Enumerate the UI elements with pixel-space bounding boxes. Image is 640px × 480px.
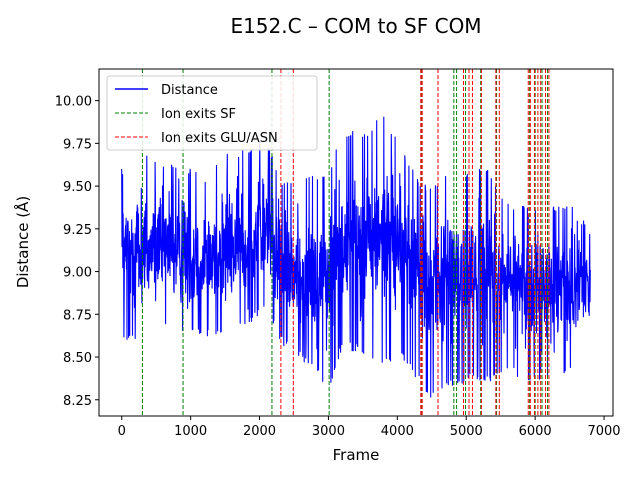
x-tick-label: 1000 bbox=[174, 424, 207, 439]
y-tick-label: 9.25 bbox=[63, 223, 92, 238]
y-tick-label: 9.00 bbox=[63, 266, 92, 281]
series-line-distance bbox=[121, 116, 591, 398]
x-tick-label: 2000 bbox=[243, 424, 276, 439]
y-tick-label: 10.00 bbox=[55, 95, 92, 110]
x-tick-label: 7000 bbox=[587, 424, 620, 439]
legend-label-ion-exits-sf: Ion exits SF bbox=[161, 107, 236, 122]
y-tick-label: 8.75 bbox=[63, 308, 92, 323]
y-tick-label: 8.25 bbox=[63, 394, 92, 409]
legend-label-ion-exits-glu-asn: Ion exits GLU/ASN bbox=[161, 131, 278, 146]
y-tick-label: 9.75 bbox=[63, 137, 92, 152]
legend-label-distance: Distance bbox=[161, 83, 218, 98]
y-tick-label: 9.50 bbox=[63, 180, 92, 195]
x-tick-label: 5000 bbox=[450, 424, 483, 439]
x-tick-label: 0 bbox=[118, 424, 126, 439]
y-axis: 8.25 8.50 8.75 9.00 9.25 9.50 9.75 10.00 bbox=[55, 95, 99, 409]
x-tick-label: 6000 bbox=[519, 424, 552, 439]
x-tick-label: 3000 bbox=[312, 424, 345, 439]
x-tick-label: 4000 bbox=[381, 424, 414, 439]
legend: Distance Ion exits SF Ion exits GLU/ASN bbox=[106, 75, 318, 151]
x-axis: 0 1000 2000 3000 4000 5000 6000 7000 bbox=[118, 416, 621, 439]
x-axis-label: Frame bbox=[333, 446, 380, 464]
y-axis-label: Distance (Å) bbox=[13, 196, 32, 288]
plot-frame bbox=[98, 68, 614, 417]
legend-box bbox=[106, 75, 318, 151]
chart-title: E152.C – COM to SF COM bbox=[230, 14, 481, 38]
y-tick-label: 8.50 bbox=[63, 351, 92, 366]
